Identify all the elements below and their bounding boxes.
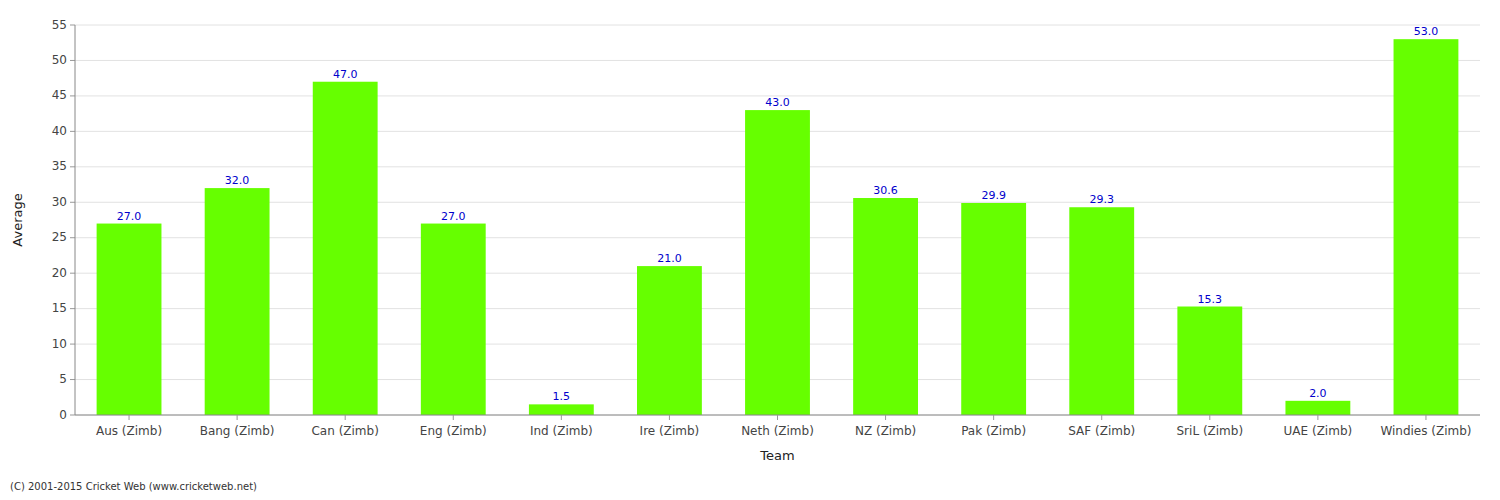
footer: (C) 2001-2015 Cricket Web (www.cricketwe… — [10, 481, 257, 492]
bar — [853, 198, 918, 415]
x-tick-label: Neth (Zimb) — [741, 424, 814, 438]
x-tick-label: UAE (Zimb) — [1284, 424, 1353, 438]
y-tick-label: 10 — [52, 337, 67, 351]
data-label: 32.0 — [225, 174, 250, 187]
chart-svg: 0 5 10 15 20 25 30 35 40 45 50 55 27.0 32.0 47.0 27.0 1.… — [0, 0, 1500, 500]
x-tick — [129, 415, 130, 420]
y-tick — [70, 273, 75, 274]
x-tick-label: Pak (Zimb) — [961, 424, 1026, 438]
bar — [421, 224, 486, 415]
bars — [97, 39, 1459, 415]
x-tick-label: Eng (Zimb) — [420, 424, 487, 438]
x-tick-label: Windies (Zimb) — [1380, 424, 1471, 438]
y-tick — [70, 166, 75, 167]
y-tick — [70, 415, 75, 416]
y-tick — [70, 344, 75, 345]
y-tick-label: 50 — [52, 53, 67, 67]
x-tick — [993, 415, 994, 420]
y-tick — [70, 379, 75, 380]
data-label: 1.5 — [553, 390, 571, 403]
data-label: 2.0 — [1309, 387, 1327, 400]
y-tick-label: 20 — [52, 266, 67, 280]
data-label: 29.9 — [981, 189, 1006, 202]
x-tick-label: Can (Zimb) — [311, 424, 378, 438]
x-tick — [453, 415, 454, 420]
y-tick-label: 40 — [52, 124, 67, 138]
x-tick-label: NZ (Zimb) — [855, 424, 916, 438]
y-tick-label: 0 — [59, 408, 67, 422]
x-tick — [1209, 415, 1210, 420]
grid — [75, 25, 1480, 415]
y-axis: 0 5 10 15 20 25 30 35 40 45 50 55 — [52, 18, 75, 422]
y-tick — [70, 25, 75, 26]
x-tick — [885, 415, 886, 420]
x-tick — [777, 415, 778, 420]
data-label: 29.3 — [1089, 193, 1114, 206]
data-label: 27.0 — [117, 210, 142, 223]
bar — [1394, 39, 1459, 415]
x-tick-label: Aus (Zimb) — [96, 424, 162, 438]
bar — [205, 188, 270, 415]
x-tick-label: Ire (Zimb) — [640, 424, 700, 438]
bar — [1177, 307, 1242, 415]
y-tick-label: 25 — [52, 230, 67, 244]
y-tick — [70, 131, 75, 132]
grid-line — [75, 60, 1480, 61]
bar — [313, 82, 378, 415]
y-tick-label: 15 — [52, 301, 67, 315]
x-tick — [1425, 415, 1426, 420]
bar — [97, 224, 162, 415]
y-tick — [70, 237, 75, 238]
x-axis-title: Team — [759, 448, 794, 463]
bar — [529, 404, 594, 415]
y-tick — [70, 202, 75, 203]
data-label: 53.0 — [1414, 25, 1439, 38]
y-tick-label: 5 — [59, 372, 67, 386]
y-axis-title: Average — [10, 193, 25, 246]
y-tick-label: 45 — [52, 88, 67, 102]
y-tick — [70, 60, 75, 61]
y-tick-label: 55 — [52, 18, 67, 32]
data-label: 43.0 — [765, 96, 790, 109]
data-labels: 27.0 32.0 47.0 27.0 1.5 21.0 43.0 30.6 29.9 29.3 1… — [117, 25, 1438, 403]
y-tick — [70, 95, 75, 96]
x-tick-label: SriL (Zimb) — [1177, 424, 1244, 438]
data-label: 47.0 — [333, 68, 358, 81]
x-axis: Aus (Zimb) Bang (Zimb) Can (Zimb) Eng (Zimb… — [75, 415, 1480, 438]
x-tick — [561, 415, 562, 420]
grid-line — [75, 25, 1480, 26]
data-label: 27.0 — [441, 210, 466, 223]
bar — [637, 266, 702, 415]
x-tick-label: SAF (Zimb) — [1068, 424, 1135, 438]
data-label: 15.3 — [1198, 293, 1223, 306]
x-tick — [669, 415, 670, 420]
y-tick-label: 30 — [52, 195, 67, 209]
chart-container: 0 5 10 15 20 25 30 35 40 45 50 55 27.0 32.0 47.0 27.0 1.… — [0, 0, 1500, 500]
bar — [1285, 401, 1350, 415]
y-tick — [70, 308, 75, 309]
x-tick — [345, 415, 346, 420]
data-label: 30.6 — [873, 184, 898, 197]
y-axis-line — [75, 25, 76, 415]
bar — [961, 203, 1026, 415]
bar — [745, 110, 810, 415]
bar — [1069, 207, 1134, 415]
data-label: 21.0 — [657, 252, 682, 265]
x-tick-label: Bang (Zimb) — [200, 424, 275, 438]
y-tick-label: 35 — [52, 159, 67, 173]
x-tick-label: Ind (Zimb) — [530, 424, 593, 438]
x-tick — [237, 415, 238, 420]
x-tick — [1101, 415, 1102, 420]
x-tick — [1317, 415, 1318, 420]
